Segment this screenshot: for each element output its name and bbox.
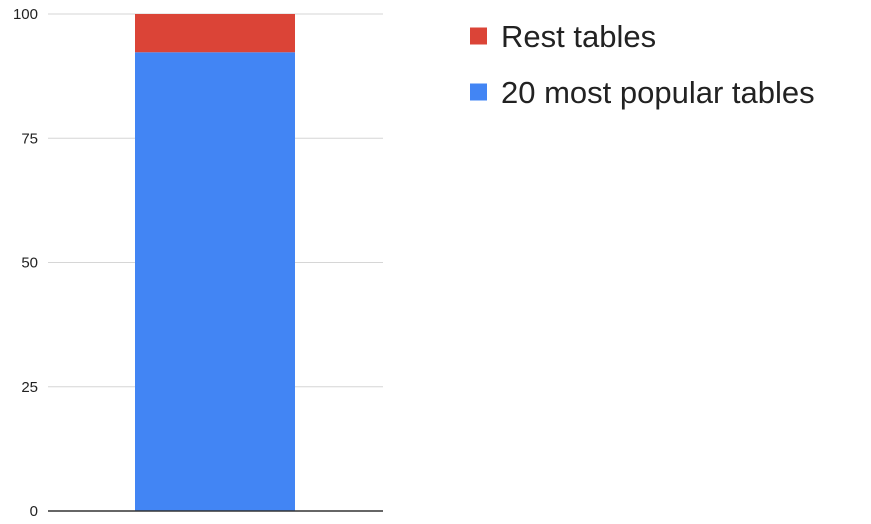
y-tick-label: 100 — [13, 6, 38, 23]
bar-segment-popular-tables — [135, 52, 295, 511]
bars — [135, 14, 295, 511]
y-tick-label: 25 — [21, 379, 38, 396]
bar-segment-rest-tables — [135, 14, 295, 53]
y-tick-label: 50 — [21, 255, 38, 272]
legend: Rest tables 20 most popular tables — [470, 19, 815, 110]
legend-swatch-popular-tables — [470, 83, 487, 101]
legend-label-popular-tables: 20 most popular tables — [501, 75, 815, 110]
legend-label-rest-tables: Rest tables — [501, 19, 656, 54]
y-tick-label: 75 — [21, 130, 38, 147]
legend-swatch-rest-tables — [470, 27, 487, 45]
y-tick-label: 0 — [30, 503, 38, 519]
y-axis-ticks: 0 25 50 75 100 — [13, 6, 38, 520]
